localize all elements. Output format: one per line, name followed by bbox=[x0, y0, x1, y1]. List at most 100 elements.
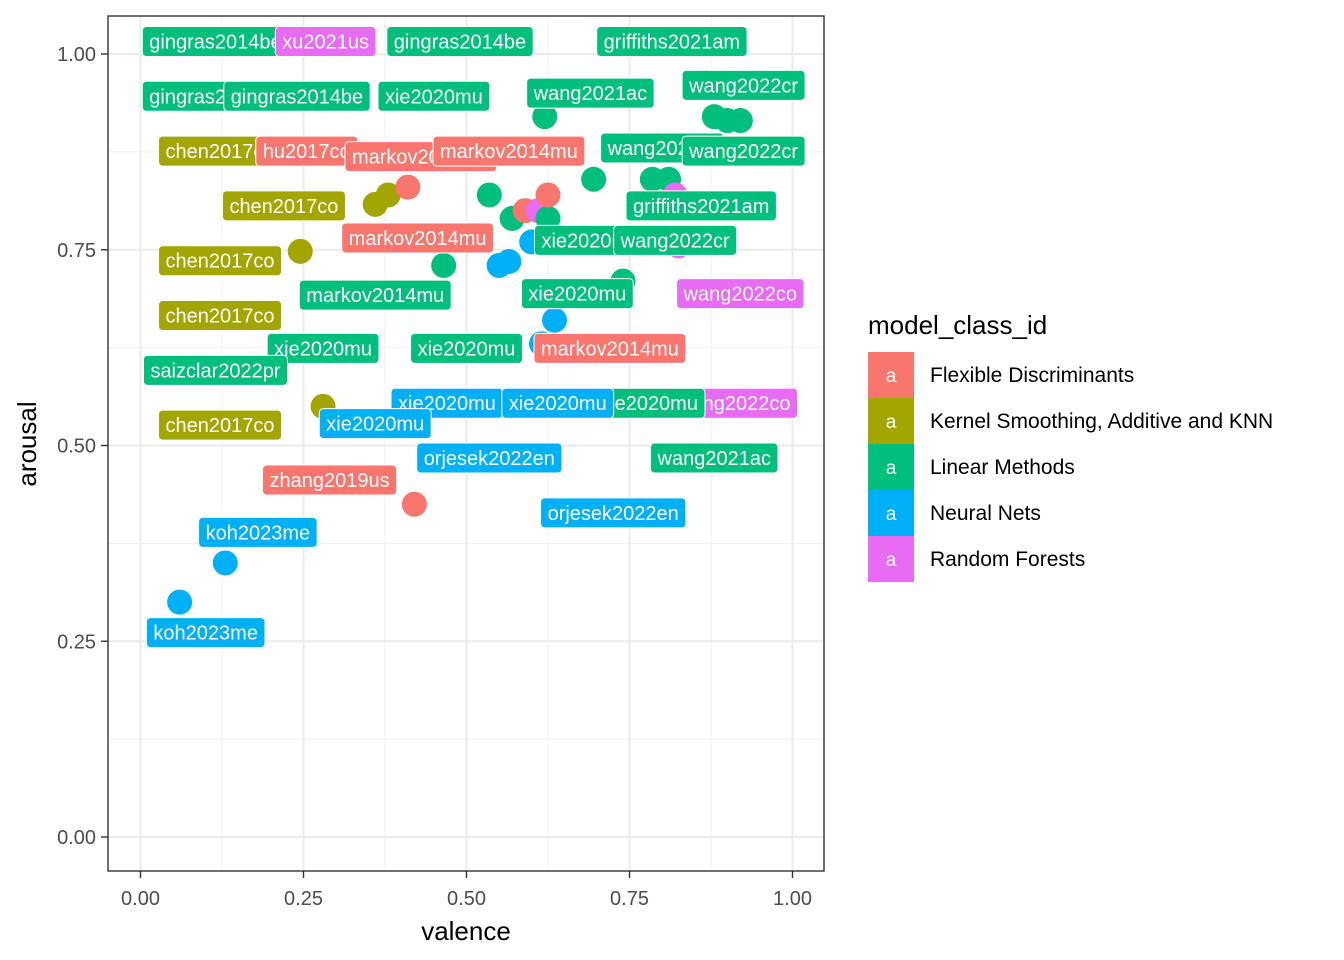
legend-item: a Random Forests bbox=[868, 536, 1085, 582]
data-point bbox=[212, 550, 238, 576]
point-label-box bbox=[625, 190, 777, 222]
legend-item: a Flexible Discriminants bbox=[868, 352, 1134, 398]
x-tick-label: 0.00 bbox=[121, 888, 160, 910]
point-label-text: wang2021ac bbox=[533, 83, 647, 105]
legend-key bbox=[868, 352, 914, 398]
point-label-box bbox=[158, 245, 283, 277]
legend-key bbox=[868, 490, 914, 536]
point-label-text: orjesek2022en bbox=[548, 503, 679, 525]
legend-item: a Kernel Smoothing, Additive and KNN bbox=[868, 398, 1273, 444]
point-label-box bbox=[526, 77, 655, 109]
point-label-box bbox=[341, 222, 495, 254]
point-label-box bbox=[274, 25, 377, 57]
point-label: xie2020mu bbox=[266, 332, 380, 364]
data-point bbox=[287, 238, 313, 264]
point-label-text: zhang2019us bbox=[270, 470, 390, 492]
point-label-text: wang2022cr bbox=[620, 230, 730, 252]
point-label-box bbox=[416, 442, 563, 474]
data-point bbox=[727, 108, 753, 134]
point-label-box bbox=[540, 497, 687, 529]
point-label: koh2023me bbox=[198, 516, 318, 548]
point-label: hu2017co bbox=[255, 135, 359, 167]
point-label: chen2017co bbox=[158, 245, 283, 277]
point-label: xie2020mu bbox=[410, 332, 523, 364]
y-axis-title: arousal bbox=[12, 401, 42, 486]
point-label-box bbox=[681, 135, 806, 167]
point-label-box bbox=[262, 464, 398, 496]
point-label: saizclar2022pr bbox=[142, 354, 289, 386]
legend-key-glyph: a bbox=[886, 366, 897, 387]
point-label-text: gingras2014be bbox=[231, 86, 363, 108]
point-label-text: hu2017co bbox=[263, 141, 351, 163]
legend-key-glyph: a bbox=[886, 458, 897, 479]
data-point bbox=[476, 182, 502, 208]
point-label: chen2017co bbox=[221, 190, 346, 222]
point-label-text: markov2014mu bbox=[440, 141, 578, 163]
point-label-box bbox=[377, 80, 491, 112]
data-point bbox=[375, 182, 401, 208]
legend-item: a Linear Methods bbox=[868, 444, 1075, 490]
point-label-box bbox=[145, 617, 266, 649]
point-label-text: wang2021ac bbox=[657, 448, 771, 470]
x-tick-label: 0.75 bbox=[610, 888, 649, 910]
point-label-text: griffiths2021am bbox=[633, 196, 769, 218]
y-axis-ticks: 0.00 0.25 0.50 0.75 1.00 bbox=[57, 44, 108, 849]
point-label-box bbox=[266, 332, 380, 364]
point-label: xu2021us bbox=[274, 25, 377, 57]
point-label-box bbox=[158, 300, 283, 332]
point-label: wang2021ac bbox=[650, 442, 779, 474]
data-point bbox=[401, 491, 427, 517]
legend-label: Random Forests bbox=[930, 548, 1085, 571]
data-points bbox=[167, 104, 753, 615]
point-label: markov2014mu bbox=[432, 135, 586, 167]
data-point bbox=[542, 307, 568, 333]
point-label-text: xie2020mu bbox=[600, 393, 698, 415]
point-label-box bbox=[410, 332, 523, 364]
point-label-text: xie2020mu bbox=[418, 338, 516, 360]
point-label: griffiths2021am bbox=[596, 25, 748, 57]
y-tick-label: 0.00 bbox=[57, 827, 96, 849]
point-label-text: wang2022cr bbox=[688, 75, 798, 97]
point-label-text: gingras2014be bbox=[394, 31, 526, 53]
point-label: orjesek2022en bbox=[416, 442, 563, 474]
point-label-box bbox=[681, 69, 806, 101]
x-tick-label: 0.50 bbox=[447, 888, 486, 910]
point-label-text: markov2014mu bbox=[541, 338, 679, 360]
x-tick-label: 1.00 bbox=[773, 888, 812, 910]
point-label: griffiths2021am bbox=[625, 190, 777, 222]
legend-key-glyph: a bbox=[886, 504, 897, 525]
data-point bbox=[532, 104, 558, 130]
point-label-text: koh2023me bbox=[153, 623, 258, 645]
point-label: wang2022cr bbox=[681, 69, 806, 101]
y-tick-label: 0.50 bbox=[57, 436, 96, 458]
point-label: xie2020mu bbox=[318, 408, 432, 440]
y-tick-label: 1.00 bbox=[57, 44, 96, 66]
point-label-box bbox=[520, 278, 634, 310]
point-label-box bbox=[533, 332, 687, 364]
data-point bbox=[535, 182, 561, 208]
point-label: xie2020mu bbox=[377, 80, 491, 112]
y-tick-label: 0.75 bbox=[57, 240, 96, 262]
x-tick-label: 0.25 bbox=[284, 888, 323, 910]
point-label: zhang2019us bbox=[262, 464, 398, 496]
point-label-box bbox=[432, 135, 586, 167]
point-label-text: chen2017co bbox=[166, 141, 275, 163]
point-label-box bbox=[158, 409, 283, 441]
point-label-text: wang2022cr bbox=[688, 141, 798, 163]
legend-label: Flexible Discriminants bbox=[930, 364, 1134, 387]
point-label: markov2014mu bbox=[298, 279, 452, 311]
data-point bbox=[167, 589, 193, 615]
legend: model_class_id a Flexible Discriminants a K… bbox=[868, 310, 1273, 582]
point-label-text: xie2020mu bbox=[326, 414, 424, 436]
data-labels: gingras2014be xu2021us gingras2014be griffi… bbox=[141, 25, 806, 649]
point-label-text: chen2017co bbox=[166, 251, 275, 273]
point-label-box bbox=[198, 516, 318, 548]
data-point bbox=[535, 205, 561, 231]
point-label-text: chen2017co bbox=[229, 196, 338, 218]
point-label: wang2022co bbox=[676, 278, 805, 310]
legend-key bbox=[868, 398, 914, 444]
point-label: markov2014mu bbox=[341, 222, 495, 254]
point-label-text: xie2020mu bbox=[274, 338, 372, 360]
point-label: chen2017co bbox=[158, 409, 283, 441]
